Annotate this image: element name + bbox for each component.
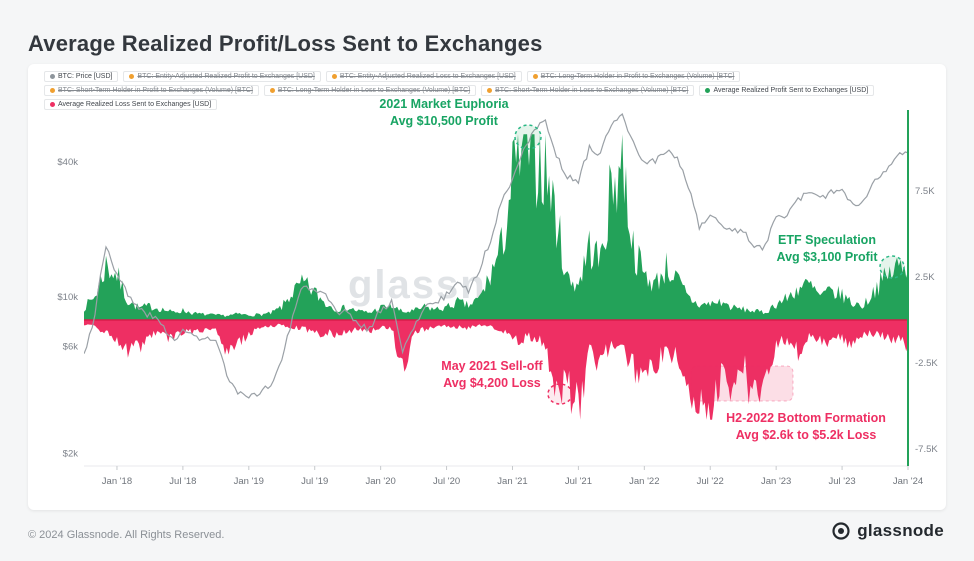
- page-title: Average Realized Profit/Loss Sent to Exc…: [28, 30, 543, 56]
- x-axis-tick-label: Jul '22: [697, 476, 724, 487]
- x-axis-tick-label: Jul '18: [169, 476, 196, 487]
- legend-label: BTC: Entity-Adjusted Realized Profit to …: [137, 73, 315, 80]
- legend-item[interactable]: BTC: Price [USD]: [44, 71, 119, 82]
- legend-dot-icon: [129, 74, 135, 79]
- legend-label: BTC: Long-Term Holder in Loss to Exchang…: [277, 87, 471, 94]
- btc-price-line: [84, 112, 908, 399]
- x-axis-tick-label: Jan '24: [893, 476, 923, 487]
- glassnode-brand: glassnode: [831, 521, 944, 541]
- right-axis-tick-label: 7.5K: [915, 186, 935, 197]
- x-axis-tick-label: Jan '20: [365, 476, 395, 487]
- legend-dot-icon: [269, 88, 275, 93]
- legend-dot-icon: [532, 74, 538, 79]
- x-axis-tick-label: Jan '23: [761, 476, 791, 487]
- left-axis-tick-label: $2k: [63, 449, 79, 460]
- profit-loss-chart: glassnode$40k$10k$6k$2k7.5K2.5K-2.5K-7.5…: [57, 110, 938, 487]
- legend-label: BTC: Short-Term Holder in Loss to Exchan…: [495, 87, 689, 94]
- h2-2022-highlight: [690, 365, 794, 402]
- copyright-text: © 2024 Glassnode. All Rights Reserved.: [28, 529, 225, 541]
- legend-item[interactable]: BTC: Entity-Adjusted Realized Loss to Ex…: [325, 71, 522, 82]
- x-axis-tick-label: Jan '19: [234, 476, 264, 487]
- chart-area: glassnode $40k $10k $6k $2k 7.5K 2.5K -2.5K -7.5…: [36, 97, 938, 502]
- x-axis-tick-label: Jul '20: [433, 476, 460, 487]
- legend-dot-icon: [487, 88, 493, 93]
- legend-label: BTC: Long-Term Holder in Profit to Excha…: [540, 73, 735, 80]
- legend-item[interactable]: BTC: Short-Term Holder in Profit to Exch…: [44, 85, 259, 96]
- profit-area: [84, 134, 908, 320]
- left-axis-tick-label: $10k: [57, 292, 78, 303]
- legend-label: BTC: Price [USD]: [58, 73, 113, 80]
- legend-item[interactable]: Average Realized Profit Sent to Exchange…: [699, 85, 875, 96]
- legend-item[interactable]: BTC: Long-Term Holder in Profit to Excha…: [526, 71, 741, 82]
- right-axis-tick-label: -2.5K: [915, 358, 938, 369]
- legend-label: Average Realized Loss Sent to Exchanges …: [58, 101, 212, 108]
- legend-item[interactable]: Average Realized Loss Sent to Exchanges …: [44, 99, 218, 110]
- legend-dot-icon: [50, 88, 55, 93]
- brand-text: glassnode: [857, 521, 944, 540]
- legend-item[interactable]: BTC: Long-Term Holder in Loss to Exchang…: [263, 85, 477, 96]
- x-axis-tick-label: Jan '21: [497, 476, 527, 487]
- legend-label: BTC: Entity-Adjusted Realized Loss to Ex…: [339, 73, 516, 80]
- left-axis-tick-label: $6k: [63, 342, 79, 353]
- legend-item[interactable]: BTC: Short-Term Holder in Loss to Exchan…: [481, 85, 695, 96]
- legend-dot-icon: [331, 74, 337, 79]
- euphoria-peak-marker: [514, 124, 542, 150]
- legend-item[interactable]: BTC: Entity-Adjusted Realized Profit to …: [123, 71, 321, 82]
- x-axis-tick-label: Jan '22: [629, 476, 659, 487]
- legend-label: BTC: Short-Term Holder in Profit to Exch…: [58, 87, 253, 94]
- right-axis-tick-label: 2.5K: [915, 272, 935, 283]
- loss-area: [84, 320, 908, 420]
- etf-peak-marker: [879, 255, 905, 279]
- glassnode-logo-icon: [832, 522, 850, 540]
- left-axis-tick-label: $40k: [57, 157, 78, 168]
- legend-dot-icon: [50, 74, 55, 79]
- x-axis-tick-label: Jul '19: [301, 476, 328, 487]
- right-axis-tick-label: -7.5K: [915, 444, 938, 455]
- chart-card: BTC: Price [USD] BTC: Entity-Adjusted Rea…: [28, 64, 946, 510]
- x-axis-tick-label: Jul '21: [565, 476, 592, 487]
- legend-dot-icon: [705, 88, 711, 93]
- legend-label: Average Realized Profit Sent to Exchange…: [713, 87, 869, 94]
- legend: BTC: Price [USD] BTC: Entity-Adjusted Rea…: [44, 71, 932, 110]
- x-axis-tick-label: Jan '18: [102, 476, 132, 487]
- legend-dot-icon: [50, 102, 55, 107]
- selloff-marker: [547, 383, 573, 405]
- x-axis-tick-label: Jul '23: [828, 476, 855, 487]
